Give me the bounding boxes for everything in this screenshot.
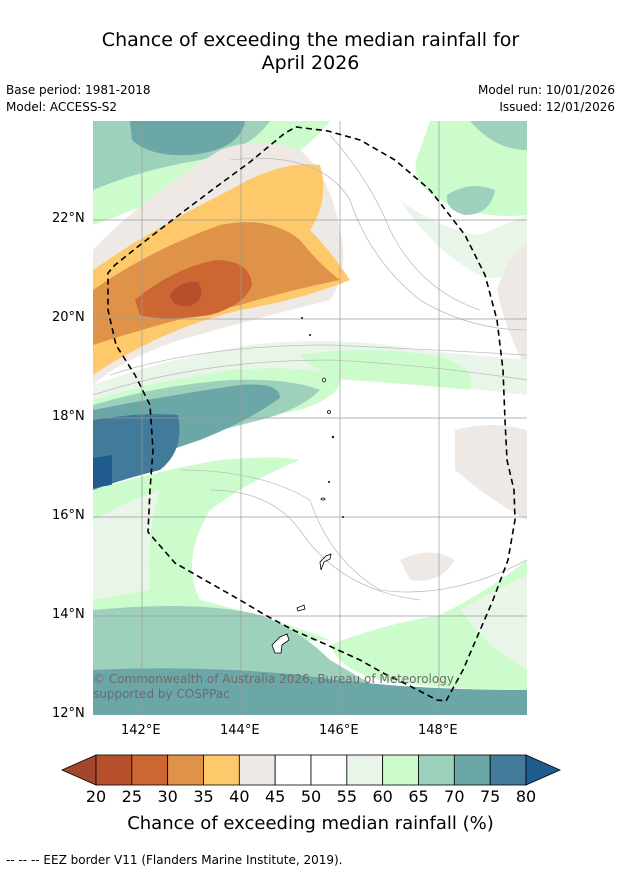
lat-label-22n: 22°N: [52, 211, 85, 226]
map-field: [93, 121, 527, 715]
eez-footnote: -- -- -- EEZ border V11 (Flanders Marine…: [6, 853, 343, 867]
lon-label-146e: 146°E: [319, 723, 359, 738]
colorbar-tick-label: 55: [336, 787, 357, 806]
colorbar-tick-label: 75: [479, 787, 501, 806]
colorbar-extend-high: [525, 754, 561, 786]
colorbar-cell: [131, 754, 169, 786]
colorbar-cell: [453, 754, 491, 786]
colorbar-tick-label: 25: [121, 787, 142, 806]
colorbar-extend-low: [61, 754, 97, 786]
colorbar-tick-label: 70: [444, 787, 465, 806]
copyright-notice: © Commonwealth of Australia 2026, Bureau…: [93, 672, 458, 701]
colorbar-tick-label: 45: [264, 787, 286, 806]
colorbar-tick-label: 30: [157, 787, 178, 806]
lat-label-20n: 20°N: [52, 310, 85, 325]
colorbar-cell: [346, 754, 384, 786]
model-run: Model run: 10/01/2026: [477, 83, 615, 97]
colorbar-cell: [382, 754, 419, 786]
colorbar-cell: [203, 754, 240, 786]
colorbar-tick-label: 80: [515, 787, 537, 806]
base-period: Base period: 1981-2018: [6, 83, 151, 97]
colorbar-title: Chance of exceeding median rainfall (%): [127, 813, 494, 834]
colorbar-cell: [418, 754, 455, 786]
lon-label-142e: 142°E: [121, 723, 161, 738]
lat-label-16n: 16°N: [52, 508, 85, 523]
colorbar-cell: [489, 754, 527, 786]
lat-label-12n: 12°N: [52, 706, 85, 721]
colorbar-tick-label: 60: [372, 787, 393, 806]
colorbar-tick-label: 35: [193, 787, 214, 806]
colorbar-cell: [274, 754, 312, 786]
colorbar-tick-label: 65: [408, 787, 429, 806]
island-outlines: [271, 316, 344, 654]
map-gridlines: [93, 121, 527, 715]
issued-date: Issued: 12/01/2026: [499, 100, 615, 114]
colorbar-tick-label: 50: [300, 787, 322, 806]
eez-border: [107, 126, 516, 702]
lat-label-18n: 18°N: [52, 409, 85, 424]
colorbar: [61, 754, 561, 786]
colorbar-cell: [95, 754, 133, 786]
lat-label-14n: 14°N: [52, 607, 85, 622]
colorbar-cell: [167, 754, 204, 786]
colorbar-tick-label: 20: [85, 787, 107, 806]
colorbar-cell: [310, 754, 348, 786]
map-title-line-2: April 2026: [261, 52, 360, 74]
model-name: Model: ACCESS-S2: [6, 100, 118, 114]
lon-label-144e: 144°E: [220, 723, 260, 738]
lon-label-148e: 148°E: [418, 723, 458, 738]
colorbar-cell: [238, 754, 276, 786]
map-title-line-1: Chance of exceeding the median rainfall …: [101, 29, 520, 51]
colorbar-tick-label: 40: [229, 787, 250, 806]
